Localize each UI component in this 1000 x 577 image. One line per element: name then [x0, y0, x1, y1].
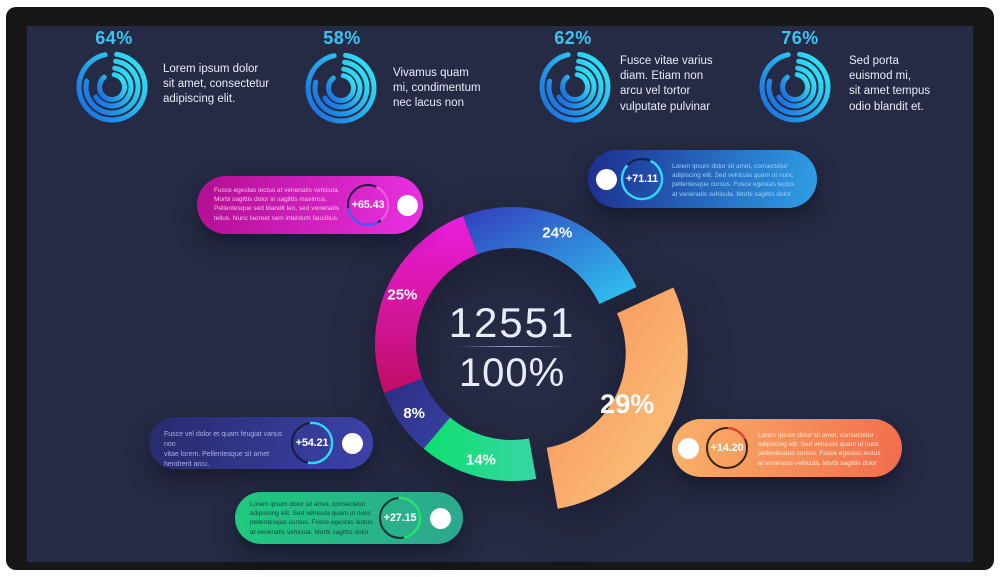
donut-segment-29%: [546, 287, 688, 509]
callout-pill-magenta: Fusce egestas lectus at venenatis vehicu…: [197, 176, 423, 234]
donut-center-divider: [457, 346, 567, 347]
gauge-description: Vivamus quam mi, condimentum nec lacus n…: [393, 67, 481, 110]
callout-text: Fusce vel dolor et quam feugiat varius n…: [164, 431, 283, 468]
gauge-percent: 62%: [554, 28, 592, 48]
callout-text: Lorem ipsum dolor sit amet, consectetur …: [758, 432, 881, 467]
callout-value: +14.20: [710, 442, 744, 454]
donut-segment-label: 14%: [466, 451, 496, 468]
bullet-dot-icon: [397, 194, 418, 216]
callout-pill-blue: +71.11 Lorem ipsum dolor sit amet, conse…: [588, 150, 817, 208]
gauge-percent: 76%: [781, 28, 819, 48]
donut-segment-14%: [423, 417, 537, 481]
bullet-dot-icon: [596, 168, 617, 190]
gauge-description: Fusce vitae varius diam. Etiam non arcu …: [620, 55, 713, 113]
donut-segment-label: 25%: [387, 287, 417, 304]
callout-value: +54.21: [295, 437, 329, 449]
gauge-percent: 58%: [323, 28, 361, 48]
donut-segment-label: 8%: [403, 405, 425, 422]
gauge-description: Lorem ipsum dolor sit amet, consectetur …: [163, 63, 270, 106]
callout-text: Fusce egestas lectus at venenatis vehicu…: [214, 187, 340, 222]
callout-pill-orange: +14.20 Lorem ipsum dolor sit amet, conse…: [672, 419, 902, 477]
callout-text: Lorem ipsum dolor sit amet, consectetur …: [250, 501, 373, 536]
donut-segment-label: 24%: [542, 224, 572, 241]
callout-value: +65.43: [351, 199, 385, 211]
radial-progress-icon: [76, 51, 148, 123]
donut-segment-label: 29%: [600, 389, 654, 419]
callout-value: +27.15: [383, 512, 417, 524]
radial-progress-icon: [539, 51, 611, 123]
gauge-percent: 64%: [95, 28, 133, 48]
progress-ring-icon: [291, 421, 334, 465]
donut-segment-8%: [384, 378, 451, 449]
donut-chart: 24% 29% 14% 8% 25%: [374, 206, 688, 509]
callout-ring: +14.20: [704, 425, 750, 471]
progress-ring-icon: [379, 496, 422, 539]
gauge-description: Sed porta euismod mi, sit amet tempus od…: [849, 55, 931, 113]
callout-pill-indigo: Fusce vel dolor et quam feugiat varius n…: [149, 417, 373, 469]
radial-progress-icon: [759, 51, 831, 123]
callout-pill-green: Lorem ipsum dolor sit amet, consectetur …: [235, 492, 463, 544]
bullet-dot-icon: [678, 437, 699, 459]
donut-segment-25%: [374, 216, 478, 394]
radial-progress-icon: [305, 52, 377, 124]
callout-ring: +27.15: [377, 495, 423, 541]
bullet-dot-icon: [342, 432, 363, 454]
callout-text: Lorem ipsum dolor sit amet, consectetur …: [672, 163, 795, 198]
progress-ring-icon: [706, 426, 748, 469]
donut-segment-24%: [462, 206, 637, 305]
bullet-dot-icon: [430, 507, 451, 529]
callout-ring: +71.11: [619, 156, 665, 202]
donut-center-percent: 100%: [458, 351, 566, 395]
callout-ring: +54.21: [289, 420, 335, 466]
donut-center-value: 12551: [448, 299, 576, 346]
callout-ring: +65.43: [345, 182, 391, 228]
progress-ring-icon: [347, 184, 390, 227]
callout-value: +71.11: [625, 173, 659, 185]
progress-ring-icon: [620, 158, 664, 201]
